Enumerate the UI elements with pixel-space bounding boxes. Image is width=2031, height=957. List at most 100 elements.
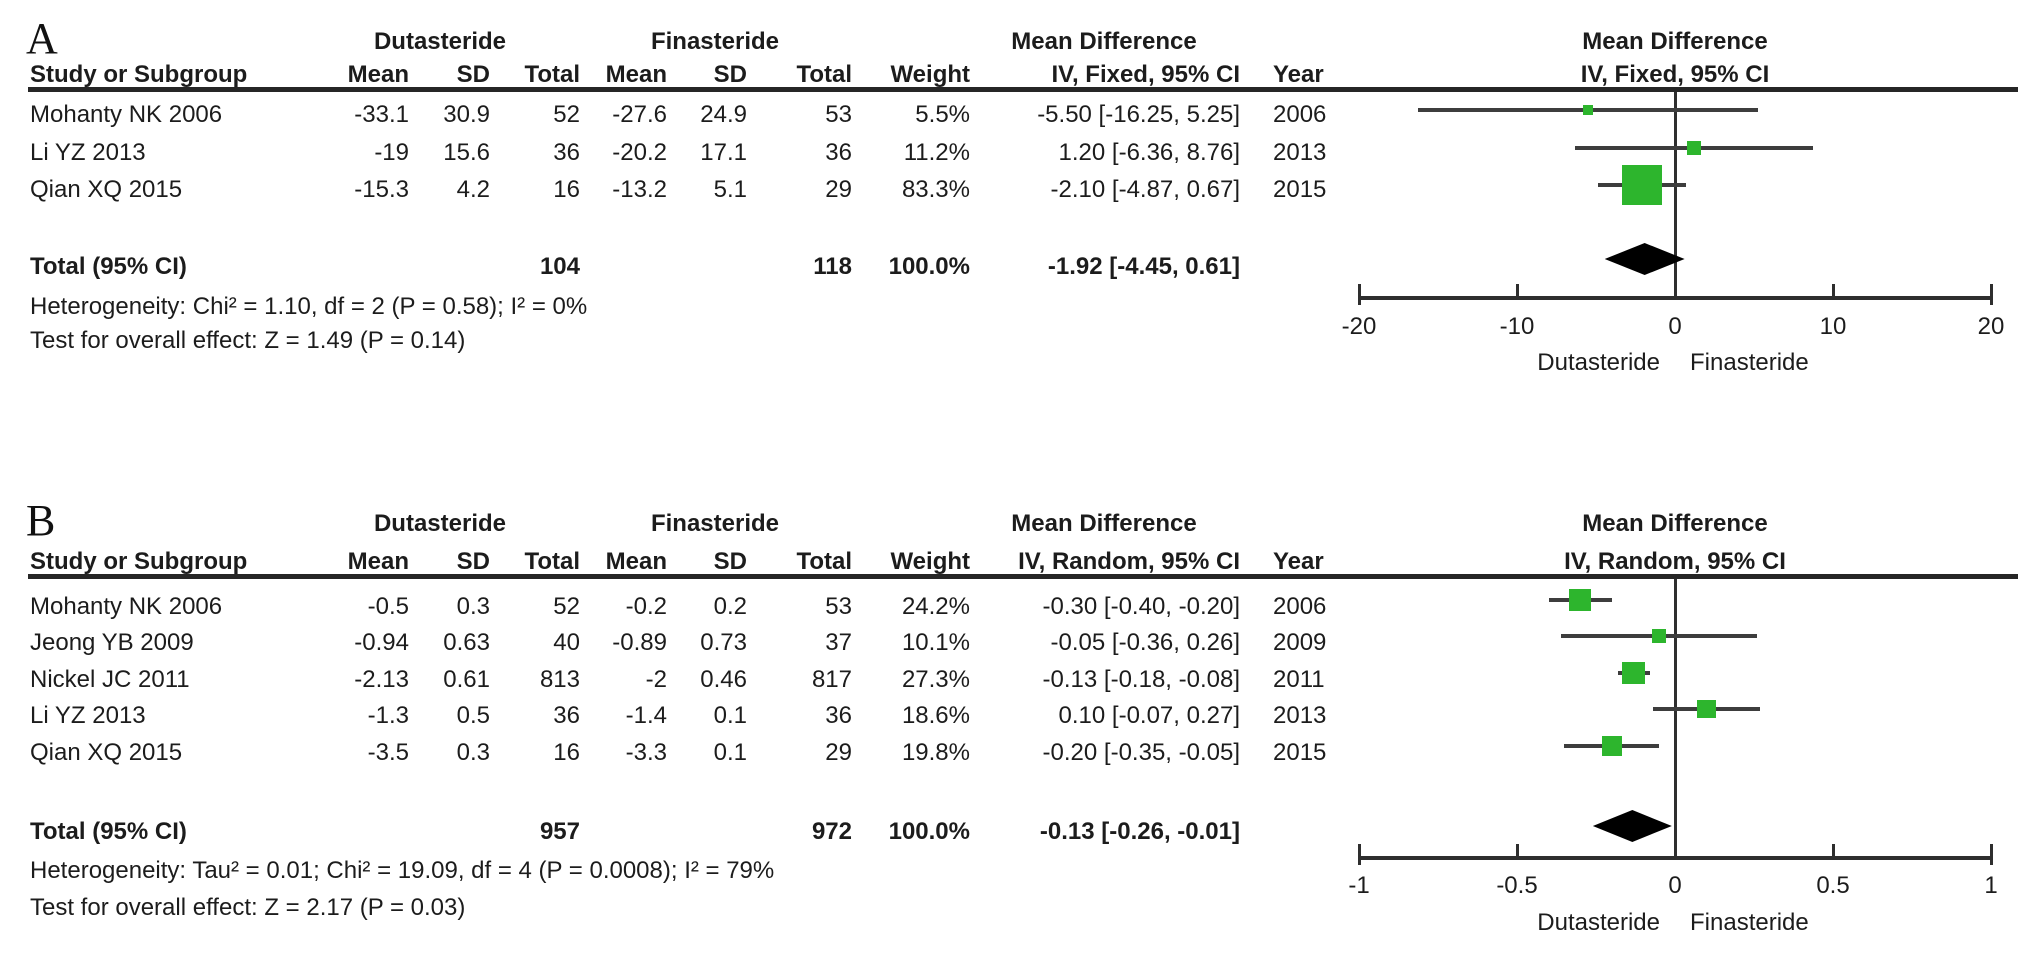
cell-total-2: 53 <box>825 593 852 620</box>
study-weight-marker <box>1602 736 1622 756</box>
column-header-sd-1: SD <box>456 61 490 88</box>
cell-sd-1: 0.61 <box>443 666 490 693</box>
header-rule <box>28 574 2018 579</box>
column-header-year: Year <box>1273 548 1324 575</box>
cell-total-1: 36 <box>553 139 580 166</box>
axis-tick <box>1357 844 1361 865</box>
group-header-dutasteride: Dutasteride <box>373 510 507 537</box>
total-ci-text: -0.13 [-0.26, -0.01] <box>1039 818 1240 845</box>
cell-study: Nickel JC 2011 <box>30 666 190 693</box>
overall-effect-text: Test for overall effect: Z = 2.17 (P = 0… <box>30 894 466 921</box>
cell-weight: 83.3% <box>901 176 970 203</box>
axis-tick-label: 10 <box>1819 313 1847 340</box>
cell-mean-2: -27.6 <box>612 101 667 128</box>
study-weight-marker <box>1697 699 1717 719</box>
cell-sd-2: 5.1 <box>713 176 747 203</box>
effect-measure-header: Mean Difference <box>1011 510 1197 537</box>
cell-year: 2015 <box>1273 176 1327 203</box>
summary-diamond <box>1592 810 1672 842</box>
cell-sd-1: 0.5 <box>456 702 490 729</box>
axis-tick-label: 20 <box>1977 313 2005 340</box>
group-header-finasteride: Finasteride <box>650 28 780 55</box>
total-n-2: 972 <box>811 818 852 845</box>
cell-mean-2: -0.2 <box>625 593 667 620</box>
cell-weight: 19.8% <box>901 739 970 766</box>
axis-line <box>1359 296 1991 300</box>
cell-study: Li YZ 2013 <box>30 139 146 166</box>
cell-year: 2015 <box>1273 739 1327 766</box>
overall-effect-text: Test for overall effect: Z = 1.49 (P = 0… <box>30 327 466 354</box>
cell-weight: 18.6% <box>901 702 970 729</box>
axis-tick <box>1515 284 1519 298</box>
panel-label: A <box>26 14 58 63</box>
column-header-mean-1: Mean <box>347 61 409 88</box>
cell-total-2: 36 <box>825 139 852 166</box>
column-header-total-2: Total <box>796 548 852 575</box>
heterogeneity-text: Heterogeneity: Tau² = 0.01; Chi² = 19.09… <box>30 857 775 884</box>
total-label: Total (95% CI) <box>30 253 187 280</box>
cell-sd-1: 15.6 <box>443 139 490 166</box>
cell-mean-1: -15.3 <box>354 176 409 203</box>
axis-tick <box>1831 284 1835 298</box>
cell-ci-text: 1.20 [-6.36, 8.76] <box>1058 139 1240 166</box>
axis-line <box>1359 856 1991 860</box>
column-header-total-1: Total <box>524 61 580 88</box>
cell-weight: 27.3% <box>901 666 970 693</box>
plot-model-header: IV, Random, 95% CI <box>1564 548 1786 575</box>
column-header-ci: IV, Fixed, 95% CI <box>1051 61 1240 88</box>
group-header-dutasteride: Dutasteride <box>373 28 507 55</box>
cell-total-2: 817 <box>811 666 852 693</box>
axis-tick <box>1989 284 1993 305</box>
cell-total-1: 813 <box>539 666 580 693</box>
column-header-year: Year <box>1273 61 1324 88</box>
cell-mean-2: -13.2 <box>612 176 667 203</box>
total-label: Total (95% CI) <box>30 818 187 845</box>
cell-mean-2: -1.4 <box>625 702 667 729</box>
zero-effect-line <box>1673 92 1677 298</box>
study-weight-marker <box>1621 165 1662 205</box>
cell-ci-text: -0.30 [-0.40, -0.20] <box>1042 593 1240 620</box>
column-header-ci: IV, Random, 95% CI <box>1018 548 1240 575</box>
cell-study: Mohanty NK 2006 <box>30 101 223 128</box>
cell-total-1: 52 <box>553 593 580 620</box>
column-header-total-2: Total <box>796 61 852 88</box>
cell-mean-2: -3.3 <box>625 739 667 766</box>
column-header-study: Study or Subgroup <box>30 548 248 575</box>
cell-mean-1: -0.5 <box>367 593 409 620</box>
cell-sd-1: 0.3 <box>456 593 490 620</box>
zero-effect-line <box>1673 579 1677 858</box>
axis-tick-label: -1 <box>1348 872 1370 899</box>
axis-tick <box>1989 844 1993 865</box>
cell-mean-2: -0.89 <box>612 629 667 656</box>
cell-sd-2: 0.2 <box>713 593 747 620</box>
total-weight: 100.0% <box>888 253 970 280</box>
column-header-sd-2: SD <box>713 548 747 575</box>
plot-model-header: IV, Fixed, 95% CI <box>1580 61 1770 88</box>
axis-tick-label: -20 <box>1341 313 1377 340</box>
total-n-2: 118 <box>813 253 852 280</box>
column-header-sd-2: SD <box>713 61 747 88</box>
cell-mean-1: -1.3 <box>367 702 409 729</box>
cell-total-2: 29 <box>825 739 852 766</box>
axis-tick-label: 0 <box>1668 313 1682 340</box>
column-header-sd-1: SD <box>456 548 490 575</box>
cell-mean-1: -19 <box>374 139 409 166</box>
axis-tick-label: 0.5 <box>1816 872 1850 899</box>
cell-study: Qian XQ 2015 <box>30 739 183 766</box>
axis-drug-label-left: Dutasteride <box>1537 349 1660 376</box>
column-header-mean-2: Mean <box>605 61 667 88</box>
cell-total-1: 16 <box>553 739 580 766</box>
plot-effect-measure-header: Mean Difference <box>1582 28 1768 55</box>
cell-mean-1: -3.5 <box>367 739 409 766</box>
panel-label: B <box>26 496 56 545</box>
cell-total-2: 37 <box>825 629 852 656</box>
cell-ci-text: -0.20 [-0.35, -0.05] <box>1042 739 1240 766</box>
cell-sd-1: 30.9 <box>443 101 490 128</box>
total-ci-text: -1.92 [-4.45, 0.61] <box>1047 253 1240 280</box>
study-weight-marker <box>1652 629 1667 643</box>
axis-drug-label-right: Finasteride <box>1690 349 1809 376</box>
axis-tick <box>1673 844 1677 858</box>
cell-mean-1: -33.1 <box>354 101 409 128</box>
axis-tick <box>1673 284 1677 298</box>
